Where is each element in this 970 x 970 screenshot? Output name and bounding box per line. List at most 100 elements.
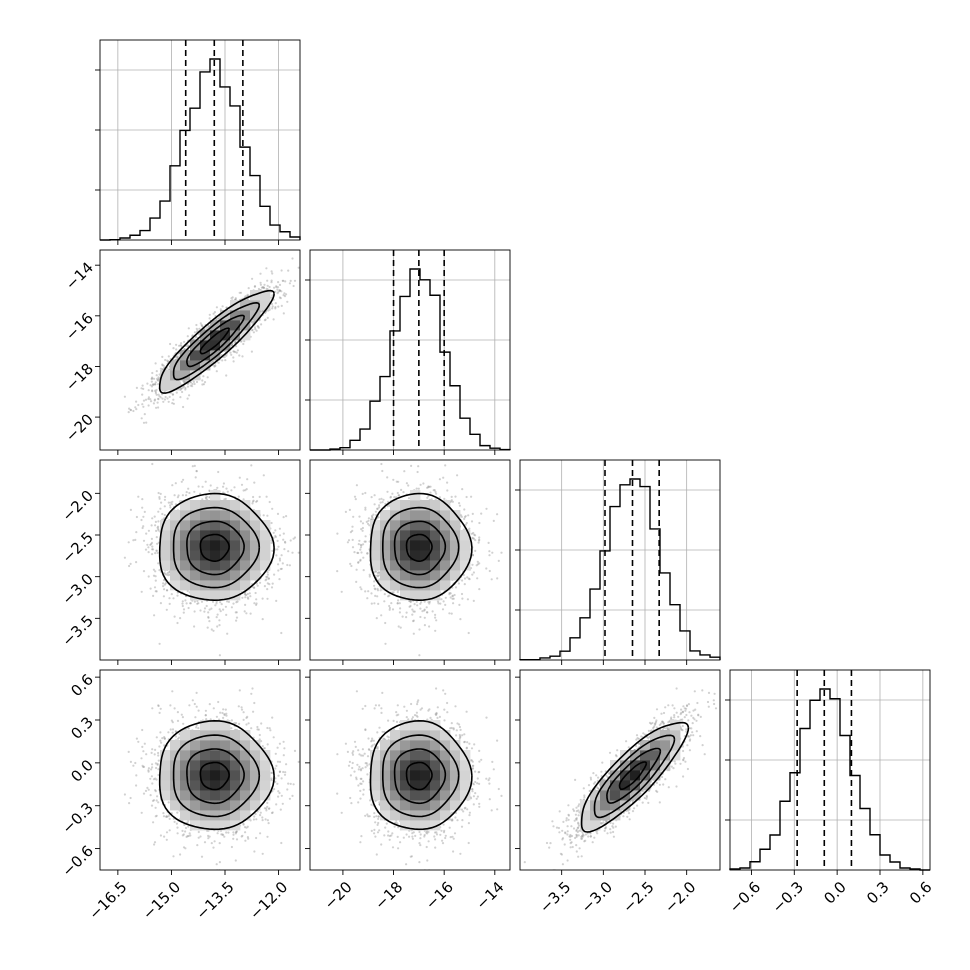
sample-point: [275, 554, 278, 557]
sample-point: [193, 382, 196, 386]
sample-point: [262, 514, 265, 517]
sample-point: [287, 269, 290, 272]
sample-point: [234, 340, 237, 343]
density-cell: [170, 380, 181, 391]
sample-point: [230, 489, 233, 492]
sample-point: [278, 559, 282, 562]
sample-point: [282, 294, 285, 297]
sample-point: [180, 344, 183, 347]
sample-point: [276, 292, 279, 295]
sample-point: [194, 476, 197, 479]
sample-point: [151, 553, 154, 556]
sample-point: [265, 578, 268, 581]
sample-point: [141, 384, 144, 387]
sample-point: [175, 391, 178, 394]
sample-point: [132, 409, 135, 413]
sample-point: [142, 525, 145, 528]
sample-point: [252, 586, 255, 589]
sample-point: [156, 401, 159, 404]
sample-point: [191, 465, 194, 468]
sample-point: [190, 381, 193, 384]
sample-point: [243, 340, 246, 343]
sample-point: [141, 393, 144, 396]
sample-point: [184, 599, 187, 602]
sample-point: [259, 272, 262, 275]
sample-point: [252, 495, 255, 499]
panel-frame: [309, 249, 511, 451]
sample-point: [286, 563, 289, 567]
sample-point: [155, 388, 158, 392]
sample-point: [225, 487, 228, 490]
panel-0-0: [95, 39, 301, 245]
sample-point: [206, 376, 209, 379]
sample-point: [144, 548, 148, 551]
sample-point: [200, 600, 204, 603]
sample-point: [280, 290, 283, 293]
contour-0.5sigma: [199, 327, 230, 355]
sample-point: [135, 400, 138, 403]
sample-point: [176, 621, 179, 625]
panel-2-0: [95, 459, 301, 665]
sample-point: [273, 573, 276, 576]
sample-point: [267, 577, 270, 580]
sample-point: [142, 421, 146, 424]
sample-point: [171, 402, 174, 405]
sample-point: [277, 569, 280, 572]
sample-point: [156, 377, 159, 380]
sample-point: [154, 590, 157, 593]
sample-point: [183, 381, 186, 384]
sample-point: [153, 398, 157, 401]
sample-point: [266, 571, 269, 574]
sample-point: [274, 307, 277, 310]
sample-point: [284, 541, 287, 544]
sample-point: [193, 464, 196, 467]
sample-point: [226, 490, 229, 493]
sample-point: [253, 586, 256, 589]
sample-point: [262, 474, 265, 477]
sample-point: [265, 267, 268, 270]
sample-point: [244, 295, 247, 298]
density-cell: [190, 350, 201, 361]
sample-point: [244, 596, 247, 599]
sample-point: [157, 383, 160, 386]
sample-point: [161, 363, 164, 366]
sample-point: [141, 498, 144, 501]
density-cell: [240, 320, 251, 331]
sample-point: [225, 613, 228, 617]
sample-point: [280, 631, 283, 635]
sample-point: [214, 604, 217, 607]
sample-point: [157, 397, 160, 400]
sample-point: [188, 394, 191, 397]
density-cell: [250, 300, 261, 311]
sample-point: [195, 380, 199, 384]
sample-point: [277, 305, 280, 308]
density-cell: [260, 290, 271, 301]
sample-point: [265, 287, 268, 290]
sample-point: [164, 358, 167, 362]
sample-point: [149, 587, 152, 590]
sample-point: [234, 298, 237, 301]
sample-point: [304, 262, 306, 264]
density-cell: [230, 320, 241, 331]
sample-point: [256, 499, 259, 503]
sample-point: [150, 400, 153, 403]
sample-point: [155, 529, 158, 533]
sample-point: [127, 411, 130, 414]
sample-point: [270, 279, 273, 282]
sample-point: [182, 385, 185, 388]
sample-point: [151, 545, 154, 548]
sample-point: [156, 542, 159, 545]
sample-point: [218, 619, 221, 622]
sample-point: [128, 407, 131, 410]
sample-point: [154, 362, 157, 365]
sample-point: [176, 356, 179, 359]
sample-point: [262, 286, 266, 290]
sample-point: [282, 516, 285, 519]
sample-point: [232, 360, 235, 363]
sample-point: [291, 551, 294, 554]
sample-point: [188, 491, 191, 495]
sample-point: [151, 376, 154, 379]
sample-point: [266, 573, 269, 576]
sample-point: [224, 359, 227, 362]
sample-point: [260, 323, 263, 326]
